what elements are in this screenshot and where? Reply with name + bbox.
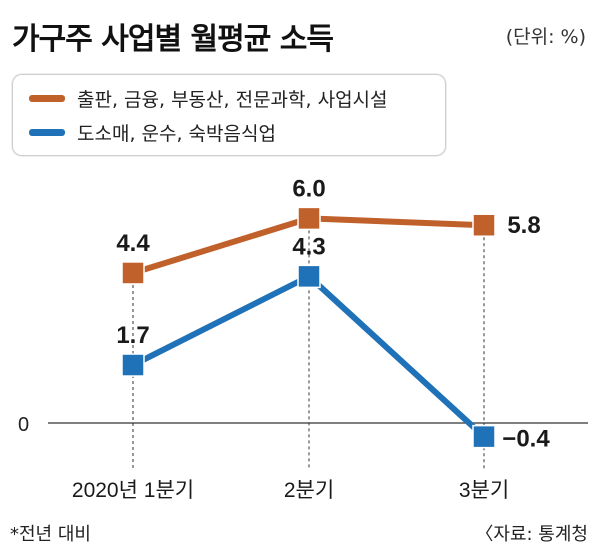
data-points bbox=[121, 206, 496, 449]
point-s0-0 bbox=[121, 261, 145, 285]
x-tick-label-2: 3분기 bbox=[459, 479, 509, 502]
legend: 출판, 금융, 부동산, 전문과학, 사업시설 도소매, 운수, 숙박음식업 bbox=[12, 74, 446, 156]
point-s1-2 bbox=[472, 424, 496, 449]
legend-swatch-series-0 bbox=[29, 95, 65, 102]
x-tick-labels: 2020년 1분기 2분기 3분기 bbox=[72, 479, 509, 502]
unit-label: (단위: %) bbox=[505, 26, 586, 48]
point-s1-0 bbox=[121, 353, 145, 377]
legend-swatch-series-1 bbox=[29, 129, 65, 136]
x-tick-label-1: 2분기 bbox=[284, 479, 334, 502]
data-label-s1-2: −0.4 bbox=[502, 426, 550, 453]
x-tick-label-0: 2020년 1분기 bbox=[72, 479, 194, 502]
point-s1-1 bbox=[297, 264, 321, 289]
source-note: 〈자료: 통계청 bbox=[475, 524, 588, 545]
data-label-s1-0: 1.7 bbox=[116, 322, 149, 349]
data-label-s0-1: 6.0 bbox=[292, 175, 325, 202]
legend-label-series-0: 출판, 금융, 부동산, 전문과학, 사업시설 bbox=[77, 89, 388, 111]
point-s0-1 bbox=[297, 206, 321, 231]
chart-title: 가구주 사업별 월평균 소득 bbox=[12, 22, 334, 57]
zero-axis: 0 bbox=[18, 414, 588, 436]
footnote: *전년 대비 bbox=[10, 524, 91, 545]
y-zero-label: 0 bbox=[18, 414, 29, 436]
legend-label-series-1: 도소매, 운수, 숙박음식업 bbox=[77, 123, 276, 145]
legend-item-series-0: 출판, 금융, 부동산, 전문과학, 사업시설 bbox=[29, 85, 388, 112]
data-label-s0-2: 5.8 bbox=[507, 212, 540, 239]
point-s0-2 bbox=[472, 213, 496, 237]
legend-item-series-1: 도소매, 운수, 숙박음식업 bbox=[29, 119, 276, 146]
data-label-s0-0: 4.4 bbox=[116, 230, 150, 257]
data-label-s1-1: 4.3 bbox=[292, 233, 325, 260]
data-labels: 4.4 6.0 5.8 1.7 4.3 −0.4 bbox=[116, 175, 550, 452]
